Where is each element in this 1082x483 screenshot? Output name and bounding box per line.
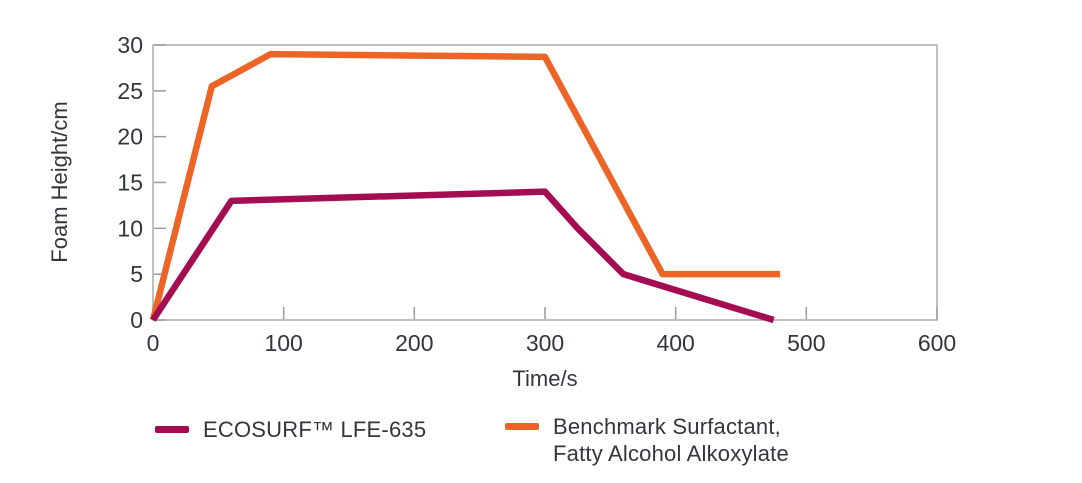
x-tick-label: 100 xyxy=(264,330,302,356)
chart-legend: ECOSURF™ LFE-635 Benchmark Surfactant, F… xyxy=(0,404,1082,474)
legend-item-benchmark: Benchmark Surfactant, Fatty Alcohol Alko… xyxy=(505,413,789,467)
legend-label-benchmark: Benchmark Surfactant, Fatty Alcohol Alko… xyxy=(553,413,789,467)
x-axis-title: Time/s xyxy=(512,366,577,391)
x-tick-label: 200 xyxy=(395,330,433,356)
x-tick-label: 0 xyxy=(147,330,160,356)
legend-label-ecosurf-line1: ECOSURF™ LFE-635 xyxy=(203,417,427,442)
series-line-ecosurf xyxy=(150,188,775,324)
legend-label-benchmark-line1: Benchmark Surfactant, xyxy=(553,414,781,439)
legend-label-benchmark-line2: Fatty Alcohol Alkoxylate xyxy=(553,441,789,466)
y-axis-title: Foam Height/cm xyxy=(47,101,72,262)
y-tick-label: 5 xyxy=(130,261,143,287)
y-tick-label: 0 xyxy=(130,307,143,333)
plot-border xyxy=(152,44,938,321)
legend-item-ecosurf: ECOSURF™ LFE-635 xyxy=(155,416,426,443)
y-tick-label: 25 xyxy=(117,78,143,104)
y-tick-label: 20 xyxy=(117,124,143,150)
legend-swatch-ecosurf xyxy=(155,426,189,433)
x-tick-label: 300 xyxy=(526,330,564,356)
legend-swatch-benchmark xyxy=(505,423,539,430)
y-tick-label: 15 xyxy=(117,170,143,196)
legend-label-ecosurf: ECOSURF™ LFE-635 xyxy=(203,416,426,443)
x-tick-label: 400 xyxy=(656,330,694,356)
y-tick-label: 10 xyxy=(117,215,143,241)
x-tick-label: 600 xyxy=(918,330,956,356)
x-tick-label: 500 xyxy=(787,330,825,356)
series-line-benchmark xyxy=(149,50,781,321)
y-tick-label: 30 xyxy=(117,32,143,58)
